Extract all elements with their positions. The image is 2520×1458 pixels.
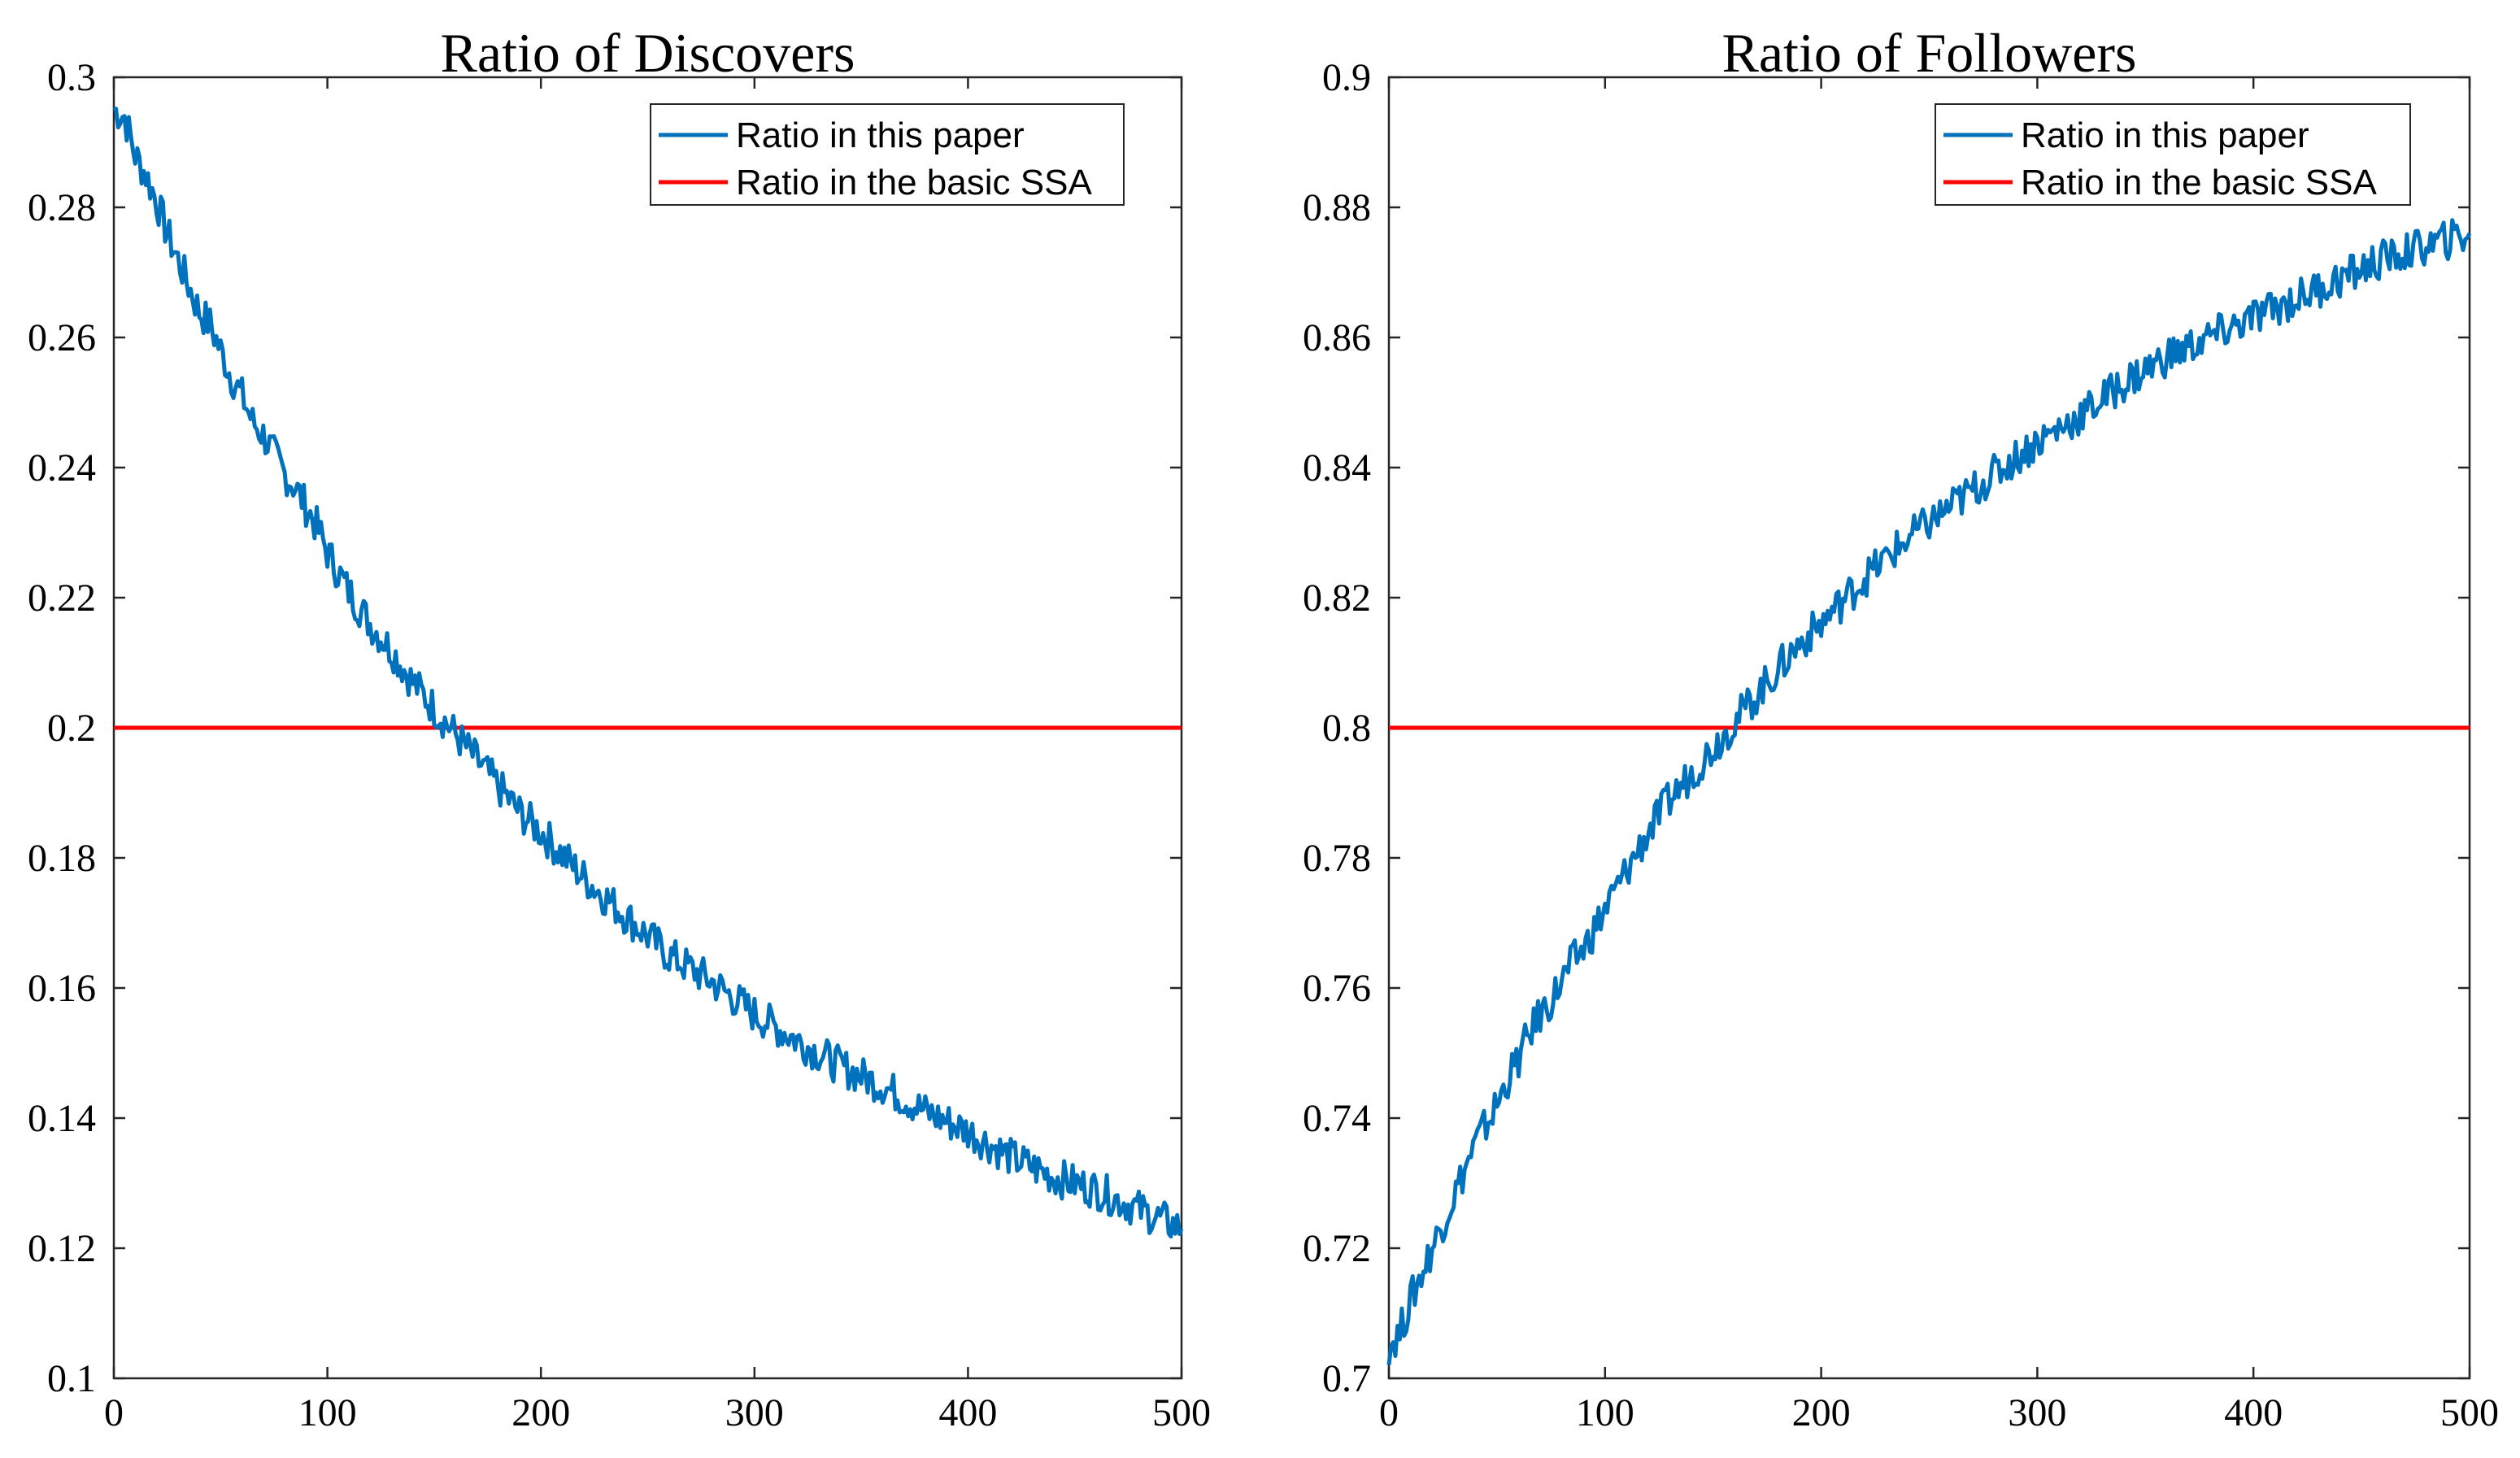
y-tick-label: 0.8 <box>1322 707 1371 750</box>
legend: Ratio in this paper Ratio in the basic SS… <box>650 103 1125 206</box>
series-line-ratio-in-this-paper <box>1386 218 2472 1365</box>
series-line-ratio-in-this-paper <box>112 107 1184 1239</box>
x-tick-label: 100 <box>1576 1391 1634 1434</box>
chart-title: Ratio of Discovers <box>441 22 855 84</box>
x-tick-label: 300 <box>725 1391 784 1434</box>
y-tick-label: 0.1 <box>47 1357 96 1400</box>
chart-title: Ratio of Followers <box>1722 22 2137 84</box>
y-tick-label: 0.9 <box>1322 56 1371 99</box>
legend-box <box>1935 103 2411 206</box>
legend-label: Ratio in the basic SSA <box>736 163 1092 202</box>
y-tick-label: 0.24 <box>28 446 96 490</box>
y-tick-label: 0.14 <box>28 1097 96 1140</box>
y-tick-label: 0.78 <box>1303 837 1371 880</box>
y-tick-label: 0.18 <box>28 837 96 880</box>
y-tick-label: 0.26 <box>28 316 96 359</box>
legend: Ratio in this paper Ratio in the basic SS… <box>1935 103 2411 206</box>
x-tick-label: 200 <box>1792 1391 1851 1434</box>
y-tick-label: 0.7 <box>1322 1357 1371 1400</box>
x-tick-label: 300 <box>2008 1391 2066 1434</box>
legend-label: Ratio in the basic SSA <box>2021 163 2377 202</box>
y-tick-label: 0.16 <box>28 967 96 1010</box>
y-tick-label: 0.88 <box>1303 186 1371 229</box>
legend-label: Ratio in this paper <box>2021 115 2309 155</box>
y-tick-label: 0.12 <box>28 1227 96 1270</box>
x-tick-label: 100 <box>298 1391 357 1434</box>
x-tick-label: 500 <box>2440 1391 2499 1434</box>
y-tick-label: 0.22 <box>28 577 96 620</box>
x-tick-label: 400 <box>2224 1391 2283 1434</box>
y-tick-label: 0.72 <box>1303 1227 1371 1270</box>
chart-panel-2: Ratio of Followers 0 100 200 300 400 500 0.7 0.7… <box>1303 22 2499 1434</box>
x-tick-label: 400 <box>938 1391 997 1434</box>
y-tick-label: 0.86 <box>1303 316 1371 359</box>
y-tick-label: 0.2 <box>47 707 96 750</box>
x-tick-label: 0 <box>104 1391 124 1434</box>
y-tick-label: 0.74 <box>1303 1097 1371 1140</box>
legend-box <box>650 103 1125 206</box>
y-tick-label: 0.28 <box>28 186 96 229</box>
y-tick-label: 0.82 <box>1303 577 1371 620</box>
x-tick-label: 500 <box>1152 1391 1211 1434</box>
chart-panel-1: Ratio of Discovers 0 100 200 300 400 500 0.1 0.1… <box>28 22 1211 1434</box>
y-tick-label: 0.84 <box>1303 446 1371 490</box>
x-tick-label: 200 <box>511 1391 570 1434</box>
legend-label: Ratio in this paper <box>736 115 1025 155</box>
y-tick-label: 0.76 <box>1303 967 1371 1010</box>
y-tick-label: 0.3 <box>47 56 96 99</box>
x-tick-label: 0 <box>1379 1391 1399 1434</box>
